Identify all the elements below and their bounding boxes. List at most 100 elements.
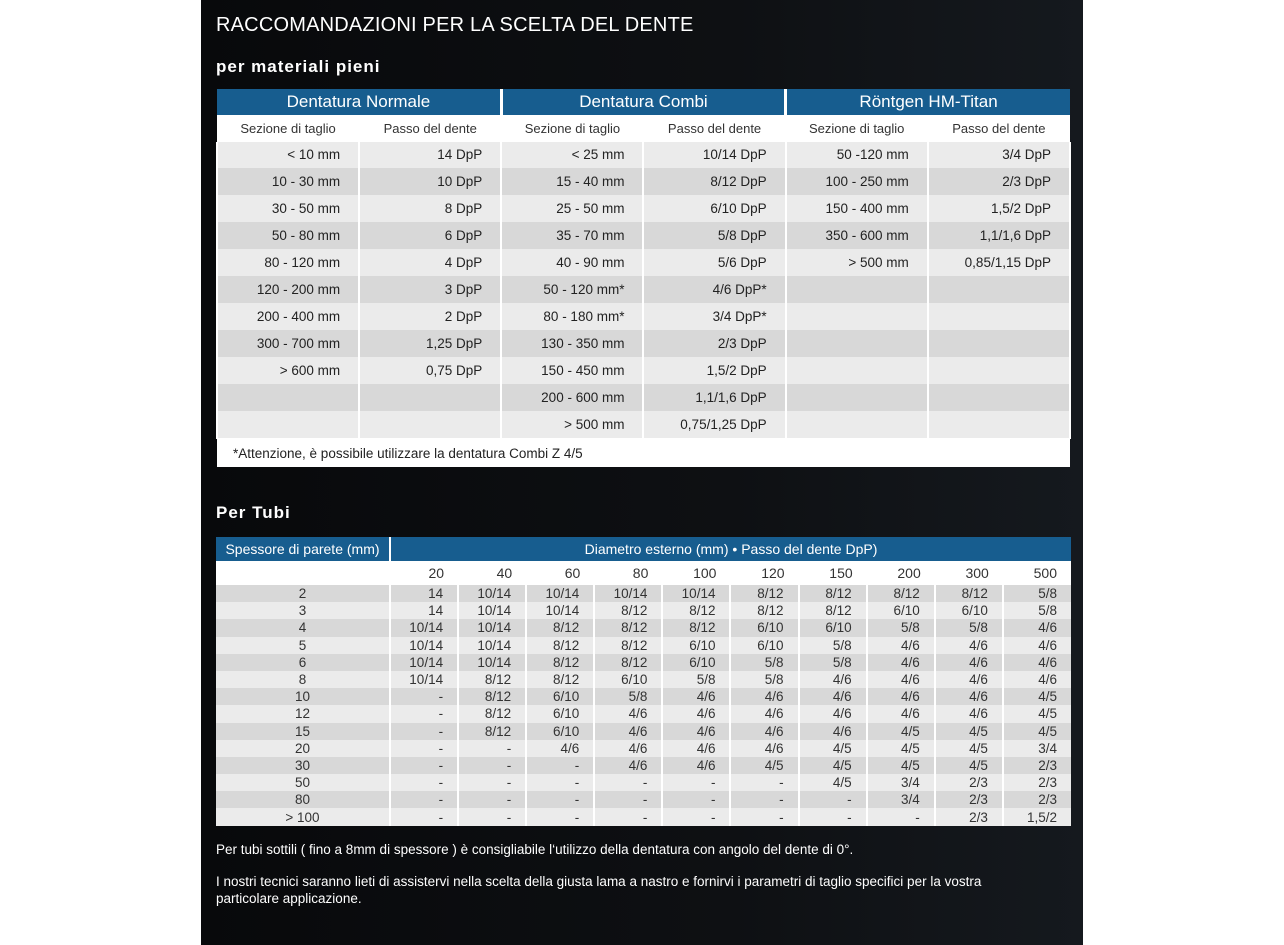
- table-cell: [784, 384, 929, 411]
- table-cell: 4/6: [661, 705, 731, 723]
- table-cell: 200 - 400 mm: [215, 303, 361, 330]
- table-cell: 10/14: [457, 585, 527, 603]
- section-heading-tubes: Per Tubi: [216, 503, 291, 522]
- table-cell: [215, 411, 361, 438]
- table-cell: 10/14: [388, 653, 459, 671]
- table-cell: 300 - 700 mm: [215, 330, 361, 357]
- table-cell: 3/4 DpP*: [642, 303, 787, 330]
- table-cell: 4/5: [865, 756, 935, 775]
- column-header: Passo del dente: [359, 115, 502, 142]
- wall-thickness: 8: [216, 670, 390, 689]
- table-cell: 30 - 50 mm: [215, 195, 361, 222]
- table-cell: 2/3: [933, 808, 1003, 826]
- tubes-header-row: Spessore di parete (mm) Diametro esterno …: [216, 537, 1071, 561]
- table-cell: 6/10: [933, 602, 1003, 620]
- table-cell: 6/10: [593, 670, 663, 689]
- empty-cell: [216, 561, 390, 585]
- table-cell: 2/3: [933, 791, 1003, 809]
- table-cell: > 600 mm: [215, 357, 361, 384]
- diameter-label: 500: [1002, 561, 1071, 585]
- wall-thickness: 10: [216, 688, 390, 706]
- section-heading-solid: per materiali pieni: [216, 57, 381, 76]
- table-cell: 8/12: [593, 653, 663, 671]
- table-cell: 4/6: [797, 670, 867, 689]
- table-cell: 4/5: [933, 739, 1003, 757]
- table-cell: -: [525, 791, 595, 809]
- table-row: > 600 mm 0,75 DpP 150 - 450 mm 1,5/2 DpP: [215, 357, 1072, 384]
- group-header-row: Dentatura Normale Dentatura Combi Röntgen …: [217, 89, 1070, 115]
- table-row: > 100- - - - - - - -2/3 1,5/2: [216, 808, 1071, 826]
- table-cell: < 10 mm: [215, 142, 361, 168]
- table-cell: > 500 mm: [784, 249, 929, 276]
- table-cell: 200 - 600 mm: [500, 384, 645, 411]
- contact-note: I nostri tecnici saranno lieti di assist…: [216, 874, 982, 906]
- table-row: 50- - - - - -4/5 3/4 2/3 2/3: [216, 774, 1071, 792]
- table-cell: 8/12: [797, 585, 867, 603]
- table-cell: -: [593, 808, 663, 826]
- diameter-label: 150: [798, 561, 867, 585]
- table-cell: 4/6: [593, 739, 663, 757]
- table-cell: 10/14: [457, 653, 527, 671]
- table-cell: 6/10: [797, 619, 867, 637]
- table-cell: 8/12: [525, 636, 595, 654]
- footnote: *Attenzione, è possibile utilizzare la d…: [217, 438, 1070, 467]
- table-row: 10-8/12 6/10 5/8 4/6 4/6 4/6 4/6 4/6 4/5: [216, 688, 1071, 706]
- table-cell: 4/6: [933, 670, 1003, 689]
- diameter-label: 60: [526, 561, 595, 585]
- column-header: Sezione di taglio: [501, 115, 644, 142]
- table-cell: 4/6: [797, 722, 867, 740]
- table-cell: > 500 mm: [500, 411, 645, 438]
- table-cell: 8/12 DpP: [642, 168, 787, 195]
- table-row: 2 14 10/14 10/14 10/14 10/14 8/12 8/12 8/12 8/12 5…: [216, 585, 1071, 603]
- table-cell: 6 DpP: [358, 222, 503, 249]
- table-cell: 5/8: [865, 619, 935, 637]
- table-cell: 10/14: [525, 585, 595, 603]
- table-cell: 1,5/2 DpP: [926, 195, 1072, 222]
- table-cell: -: [457, 774, 527, 792]
- wall-thickness: > 100: [216, 808, 390, 826]
- diameter-label: 200: [866, 561, 935, 585]
- table-cell: 10/14: [457, 602, 527, 620]
- table-cell: 4/5: [933, 756, 1003, 775]
- table-cell: 5/8: [1001, 602, 1071, 620]
- table-cell: 4/6: [661, 756, 731, 775]
- diameter-label: 120: [730, 561, 799, 585]
- table-cell: 50 - 80 mm: [215, 222, 361, 249]
- table-cell: 8/12: [865, 585, 935, 603]
- table-cell: -: [457, 808, 527, 826]
- table-cell: 4 DpP: [358, 249, 503, 276]
- table-cell: 8/12: [457, 722, 527, 740]
- table-cell: 4/5: [797, 739, 867, 757]
- table-cell: 4/6: [865, 653, 935, 671]
- table-row: > 500 mm 0,75/1,25 DpP: [215, 411, 1072, 438]
- table-cell: -: [525, 756, 595, 775]
- table-cell: 4/6: [933, 688, 1003, 706]
- table-cell: 35 - 70 mm: [500, 222, 645, 249]
- wall-thickness: 50: [216, 774, 390, 792]
- table-cell: -: [388, 705, 459, 723]
- table-cell: 2/3: [933, 774, 1003, 792]
- table-cell: 4/6: [933, 705, 1003, 723]
- table-row: 12-8/12 6/10 4/6 4/6 4/6 4/6 4/6 4/6 4/5: [216, 705, 1071, 723]
- table-cell: 4/6: [729, 688, 799, 706]
- table-cell: 4/6: [593, 705, 663, 723]
- table-cell: 8/12: [661, 602, 731, 620]
- tubes-note: Per tubi sottili ( fino a 8mm di spessor…: [216, 842, 854, 857]
- table-cell: [926, 411, 1072, 438]
- table-cell: 0,85/1,15 DpP: [926, 249, 1072, 276]
- wall-thickness-header: Spessore di parete (mm): [216, 537, 391, 561]
- solid-materials-table: Dentatura Normale Dentatura Combi Röntgen …: [215, 89, 1072, 467]
- table-cell: -: [593, 774, 663, 792]
- wall-thickness: 12: [216, 705, 390, 723]
- table-row: 80- - - - - - -3/4 2/3 2/3: [216, 791, 1071, 809]
- table-cell: 8/12: [661, 619, 731, 637]
- table-cell: 6/10: [661, 636, 731, 654]
- wall-thickness: 30: [216, 756, 390, 775]
- table-cell: 5/8: [797, 653, 867, 671]
- table-cell: 4/6: [1001, 653, 1071, 671]
- table-cell: 10 DpP: [358, 168, 503, 195]
- table-cell: -: [388, 808, 459, 826]
- table-cell: -: [865, 808, 935, 826]
- table-cell: 25 - 50 mm: [500, 195, 645, 222]
- table-cell: 5/8: [1001, 585, 1071, 603]
